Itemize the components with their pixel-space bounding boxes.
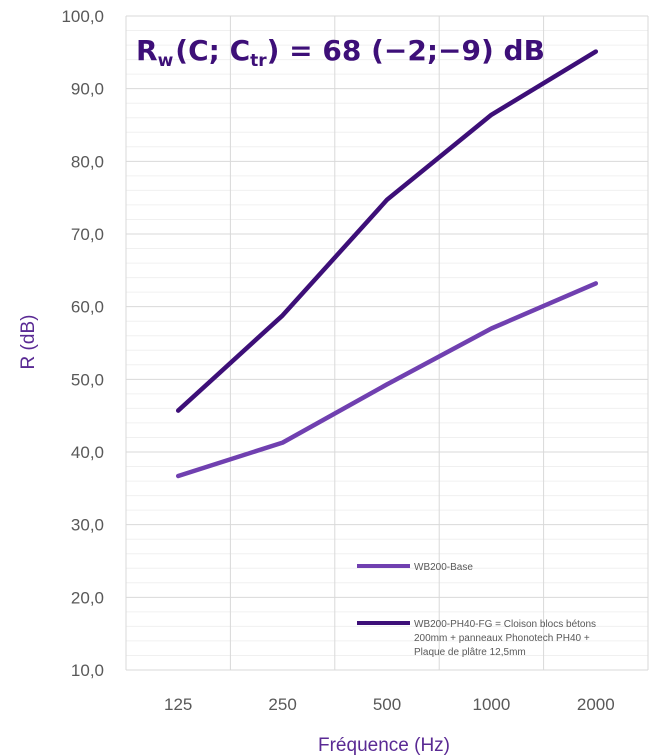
series-line-2 [175, 49, 599, 413]
y-tick-label: 60,0 [71, 298, 104, 317]
y-tick-label: 40,0 [71, 443, 104, 462]
chart-title: Rw(C; Ctr) = 68 (−2;−9) dB [136, 34, 545, 71]
grid-lines [125, 15, 649, 671]
x-tick-label: 250 [268, 695, 296, 714]
legend-entry-1: WB200-Base [357, 562, 473, 573]
title-sub-tr: tr [250, 51, 267, 71]
svg-text:Rw(C; Ctr) = 68 (−2;−9) dB: Rw(C; Ctr) = 68 (−2;−9) dB [136, 34, 545, 71]
x-axis-title: Fréquence (Hz) [318, 735, 450, 755]
y-tick-label: 100,0 [61, 7, 104, 26]
y-tick-label: 10,0 [71, 661, 104, 680]
series-lines [175, 49, 599, 479]
y-tick-labels: 10,0 20,0 30,0 40,0 50,0 60,0 70,0 80,0 90,0 100,… [61, 7, 104, 680]
y-tick-label: 50,0 [71, 370, 104, 389]
x-tick-label: 1000 [472, 695, 510, 714]
legend-entry-2: WB200-PH40-FG = Cloison blocs bétons 200m… [357, 619, 596, 658]
legend-label: 200mm + panneaux Phonotech PH40 + [414, 633, 590, 644]
x-tick-label: 125 [164, 695, 192, 714]
title-sub-w: w [158, 51, 174, 71]
x-tick-label: 500 [373, 695, 401, 714]
legend: WB200-Base WB200-PH40-FG = Cloison blocs … [357, 562, 596, 658]
title-open: (C; C [175, 34, 250, 67]
y-axis-title: R (dB) [18, 315, 39, 370]
y-tick-label: 20,0 [71, 588, 104, 607]
y-tick-label: 90,0 [71, 80, 104, 99]
legend-label: Plaque de plâtre 12,5mm [414, 647, 526, 658]
x-tick-labels: 125 250 500 1000 2000 [164, 695, 615, 714]
y-tick-label: 80,0 [71, 152, 104, 171]
y-tick-label: 30,0 [71, 516, 104, 535]
title-close: ) = 68 (−2;−9) dB [267, 34, 545, 67]
x-tick-label: 2000 [577, 695, 615, 714]
legend-label: WB200-Base [414, 562, 473, 573]
title-r: R [136, 34, 158, 67]
y-tick-label: 70,0 [71, 225, 104, 244]
legend-label: WB200-PH40-FG = Cloison blocs bétons [414, 619, 596, 630]
